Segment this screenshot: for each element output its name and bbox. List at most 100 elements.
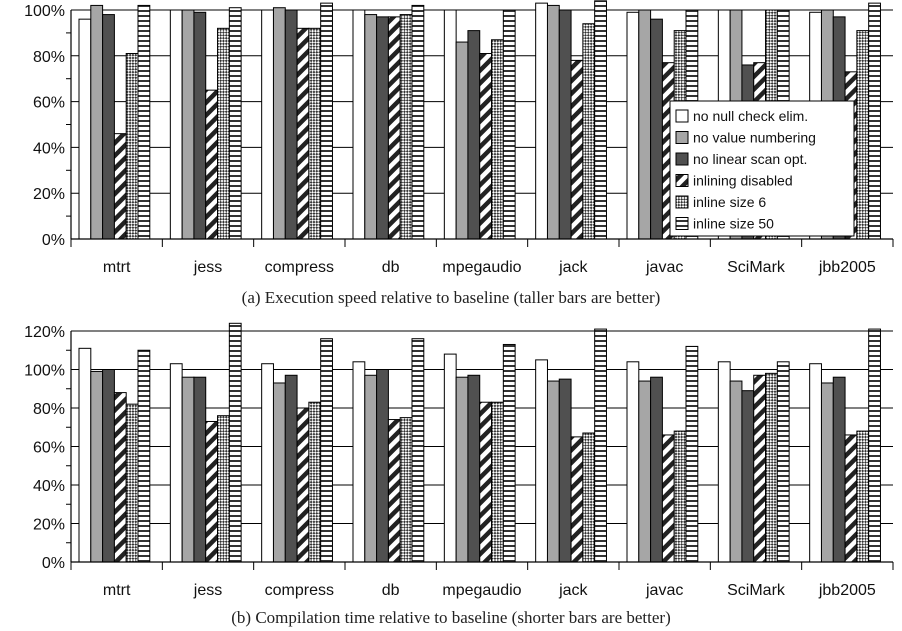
category-label: jbb2005 <box>818 259 876 276</box>
bar-jack-series-1 <box>535 359 548 563</box>
bar-jess-series-1 <box>169 363 183 563</box>
y-tick-label: 40% <box>33 140 65 157</box>
chart-b-caption: (b) Compilation time relative to baselin… <box>231 608 670 627</box>
bar-mpegaudio-series-2 <box>455 376 469 563</box>
bar-jbb2005-series-6 <box>868 2 881 240</box>
bar-db-series-2 <box>364 374 378 563</box>
bar-compress-series-2 <box>272 7 286 240</box>
legend-label: no linear scan opt. <box>693 151 807 167</box>
bar-mtrt-series-6 <box>137 349 151 563</box>
bar-db-series-3 <box>376 369 389 563</box>
chart-a-caption: (a) Execution speed relative to baseline… <box>242 288 661 307</box>
bar-SciMark-series-2 <box>729 380 743 563</box>
category-label: compress <box>265 582 334 599</box>
bar-mtrt-series-2 <box>90 370 104 563</box>
category-label: javac <box>645 582 683 599</box>
bar-jess-series-1 <box>169 9 183 240</box>
bar-jess-series-6 <box>228 322 242 563</box>
legend-label: inline size 50 <box>693 216 774 232</box>
y-tick-label: 0% <box>42 232 65 249</box>
category-label: mtrt <box>103 582 131 599</box>
bar-mpegaudio-series-1 <box>443 353 457 563</box>
bar-jess-series-5 <box>217 415 230 563</box>
execution-speed-chart: 0% 20% 40% 60% 80% 100% mtrt jess compress db mpeg… <box>24 0 894 276</box>
category-label: jess <box>193 582 222 599</box>
bar-compress-series-2 <box>272 382 286 563</box>
category-label: SciMark <box>727 259 786 276</box>
bar-jess-series-2 <box>181 376 195 563</box>
bar-mpegaudio-series-3 <box>467 374 481 563</box>
category-label: SciMark <box>727 582 786 599</box>
bar-mtrt-series-3 <box>102 369 115 563</box>
bar-db-series-6 <box>411 4 425 240</box>
bar-jess-series-5 <box>217 27 230 240</box>
bar-jess-series-4 <box>205 89 219 240</box>
bar-javac-series-4 <box>661 434 675 563</box>
bar-javac-series-2 <box>638 380 652 563</box>
category-label: jess <box>193 259 222 276</box>
legend-swatch <box>675 217 689 230</box>
bar-javac-series-6 <box>685 345 699 563</box>
bar-mtrt-series-2 <box>90 4 104 240</box>
y-tick-label: 0% <box>42 555 65 572</box>
bar-javac-series-5 <box>673 430 687 563</box>
bar-db-series-5 <box>399 417 413 563</box>
bar-SciMark-series-1 <box>717 361 731 563</box>
bar-mpegaudio-series-5 <box>491 39 504 240</box>
legend: no null check elim. no value numbering no … <box>669 100 855 237</box>
bar-mpegaudio-series-6 <box>502 343 516 563</box>
category-label: jack <box>558 259 588 276</box>
bar-db-series-2 <box>364 14 378 240</box>
bar-javac-series-2 <box>638 9 652 240</box>
bar-compress-series-4 <box>296 27 310 240</box>
bar-jess-series-2 <box>181 9 195 240</box>
bar-mtrt-series-3 <box>102 14 115 240</box>
bar-compress-series-4 <box>296 407 310 563</box>
bar-compress-series-5 <box>308 401 322 563</box>
legend-swatch <box>675 174 689 187</box>
bar-jbb2005-series-2 <box>820 382 834 563</box>
bar-SciMark-series-5 <box>765 372 778 563</box>
bar-jess-series-6 <box>228 7 242 240</box>
compilation-time-chart: 0% 20% 40% 60% 80% 100% 120% mtrt jess compress db… <box>24 322 894 599</box>
category-label: mtrt <box>103 259 131 276</box>
bar-mtrt-series-4 <box>113 133 127 240</box>
y-tick-label: 60% <box>33 440 65 457</box>
bar-db-series-1 <box>352 361 366 563</box>
legend-swatch <box>675 131 689 144</box>
bar-jack-series-5 <box>582 23 596 240</box>
bar-javac-series-3 <box>650 376 663 563</box>
bar-mtrt-series-5 <box>125 53 139 240</box>
legend-label: inlining disabled <box>693 173 793 189</box>
bar-jbb2005-series-5 <box>856 30 870 240</box>
bar-mtrt-series-5 <box>125 403 139 563</box>
bar-mtrt-series-4 <box>113 392 127 563</box>
bar-mpegaudio-series-3 <box>467 30 481 240</box>
y-tick-label: 20% <box>33 186 65 203</box>
y-tick-label: 60% <box>33 95 65 112</box>
bar-jack-series-4 <box>570 436 584 563</box>
bar-compress-series-6 <box>320 2 333 240</box>
bar-db-series-6 <box>411 338 425 563</box>
bar-jbb2005-series-6 <box>868 328 881 563</box>
legend-swatch <box>675 109 689 123</box>
legend-label: inline size 6 <box>693 194 766 210</box>
bar-SciMark-series-3 <box>741 390 755 563</box>
bar-jbb2005-series-4 <box>844 434 858 563</box>
category-label: javac <box>645 259 683 276</box>
bar-mpegaudio-series-6 <box>502 9 516 240</box>
bar-mpegaudio-series-2 <box>455 41 469 240</box>
bar-compress-series-6 <box>320 338 333 563</box>
bar-jbb2005-series-5 <box>856 430 870 563</box>
bar-jack-series-6 <box>594 328 607 563</box>
y-tick-label: 80% <box>33 49 65 66</box>
bar-compress-series-1 <box>261 9 274 240</box>
bar-mtrt-series-1 <box>78 347 92 563</box>
y-tick-label: 120% <box>24 324 65 341</box>
category-label: jbb2005 <box>818 582 876 599</box>
bar-mpegaudio-series-5 <box>491 401 504 563</box>
bar-SciMark-series-4 <box>753 374 767 563</box>
y-tick-label: 100% <box>24 3 65 20</box>
bar-jack-series-4 <box>570 59 584 240</box>
